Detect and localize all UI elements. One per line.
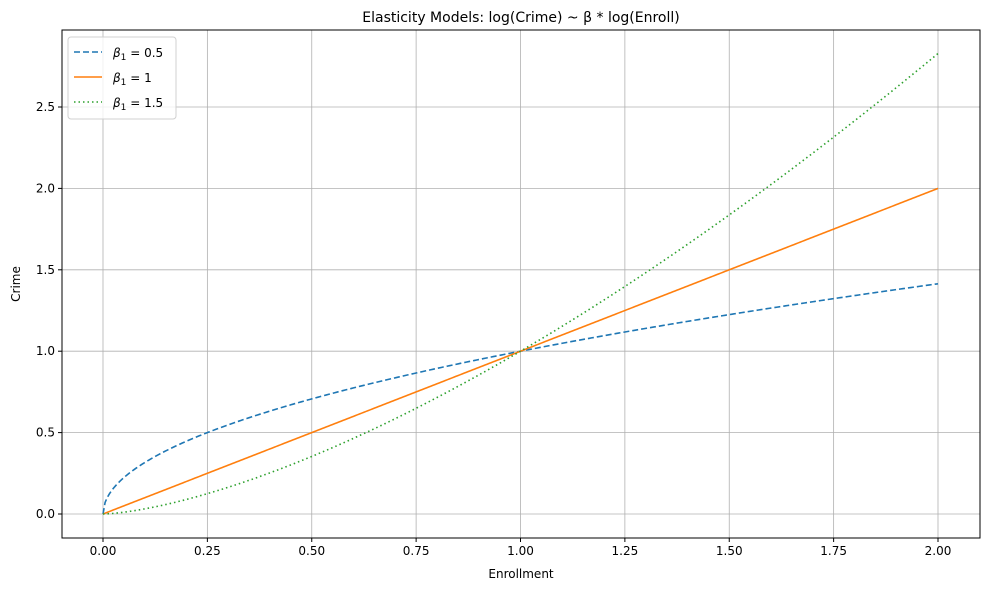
- x-axis-label: Enrollment: [488, 567, 554, 581]
- chart-title: Elasticity Models: log(Crime) ~ β * log(…: [362, 10, 679, 26]
- data-lines: [102, 52, 939, 515]
- series-line-2: [102, 52, 939, 515]
- legend: β1 = 0.5 β1 = 1 β1 = 1.5: [67, 36, 177, 120]
- x-tick-label: 0.75: [403, 544, 430, 558]
- y-axis-label: Crime: [9, 266, 23, 302]
- y-tick-label: 2.5: [36, 100, 55, 114]
- x-tick-label: 1.00: [507, 544, 534, 558]
- y-tick-label: 1.5: [36, 263, 55, 277]
- grid-lines: [62, 30, 980, 538]
- x-tick-label: 0.25: [194, 544, 221, 558]
- plot-frame: [61, 29, 981, 539]
- legend-label-1: β1 = 1: [112, 71, 152, 88]
- y-tick-label: 0.5: [36, 426, 55, 440]
- legend-label-0: β1 = 0.5: [112, 46, 163, 63]
- x-tick-label: 1.50: [716, 544, 743, 558]
- x-tick-label: 2.00: [925, 544, 952, 558]
- y-tick-label: 0.0: [36, 507, 55, 521]
- x-tick-label: 1.75: [820, 544, 847, 558]
- x-tick-label: 0.50: [298, 544, 325, 558]
- x-axis-ticks: 0.00 0.25 0.50 0.75 1.00 1.25 1.50 1.75 2.00: [90, 538, 952, 558]
- x-tick-label: 1.25: [612, 544, 639, 558]
- legend-label-2: β1 = 1.5: [112, 96, 163, 113]
- x-tick-label: 0.00: [90, 544, 117, 558]
- legend-box: [67, 36, 177, 120]
- y-axis-ticks: 0.0 0.5 1.0 1.5 2.0 2.5: [36, 100, 62, 521]
- y-tick-label: 1.0: [36, 344, 55, 358]
- y-tick-label: 2.0: [36, 181, 55, 195]
